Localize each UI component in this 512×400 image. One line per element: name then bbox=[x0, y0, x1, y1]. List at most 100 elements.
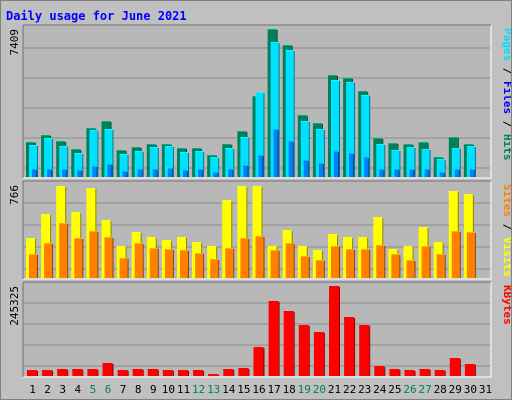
bar-sites-day-15-shadow bbox=[248, 239, 250, 278]
x-tick-label-day-26: 26 bbox=[403, 383, 416, 396]
bar-sites-day-13-shadow bbox=[218, 260, 220, 278]
bar-files-day-3-body bbox=[59, 146, 68, 177]
bar-kbytes-day-6-shadow bbox=[112, 364, 114, 376]
bar-sites-day-7-shadow bbox=[127, 259, 129, 278]
bar-files-day-12-highlight bbox=[195, 151, 204, 152]
bar-pages-day-14-shadow bbox=[232, 170, 234, 177]
bar-hits-day-23-highlight bbox=[358, 91, 368, 92]
bar-files-day-28-body bbox=[436, 159, 445, 177]
bar-kbytes-day-20-body bbox=[313, 332, 324, 376]
bar-pages-day-14-highlight bbox=[228, 169, 233, 170]
bar-sites-day-30-shadow bbox=[474, 233, 476, 278]
bar-kbytes-day-6-highlight bbox=[102, 363, 113, 364]
bar-visits-day-16 bbox=[252, 186, 263, 278]
bar-files-day-29-highlight bbox=[451, 148, 460, 149]
bar-sites-day-26-body bbox=[406, 260, 415, 278]
x-tick-label-day-23: 23 bbox=[358, 383, 371, 396]
bar-files-day-10-body bbox=[164, 146, 173, 177]
bar-kbytes-day-1-highlight bbox=[27, 370, 37, 371]
bar-pages-day-16-body bbox=[258, 155, 263, 177]
bar-pages-day-17-highlight bbox=[273, 129, 278, 130]
bar-hits-day-11-highlight bbox=[177, 148, 186, 149]
bar-sites-day-19-highlight bbox=[300, 256, 309, 257]
x-tick-label-day-12: 12 bbox=[192, 383, 205, 396]
axis-max-label-panel-1: 7409 bbox=[8, 29, 21, 56]
bar-kbytes-day-21-body bbox=[329, 286, 339, 376]
bar-kbytes-day-29-shadow bbox=[459, 359, 461, 376]
bar-sites-day-16-highlight bbox=[255, 236, 264, 237]
legend-item-sites: Sites bbox=[501, 184, 511, 217]
bar-sites-day-27-highlight bbox=[421, 246, 430, 247]
x-tick-label-day-1: 1 bbox=[29, 383, 36, 396]
bar-sites-day-21 bbox=[331, 246, 340, 278]
bar-pages-day-13-body bbox=[213, 172, 218, 177]
bar-kbytes-day-14-highlight bbox=[223, 369, 234, 370]
bar-kbytes-day-27-highlight bbox=[419, 369, 430, 370]
bar-kbytes-day-17 bbox=[268, 301, 280, 376]
bar-sites-day-12-shadow bbox=[203, 254, 205, 278]
bar-pages-day-16-highlight bbox=[258, 155, 263, 156]
x-tick-label-day-21: 21 bbox=[328, 383, 341, 396]
legend-separator: / bbox=[501, 114, 511, 134]
bar-kbytes-day-30 bbox=[464, 364, 476, 376]
bar-sites-day-20-shadow bbox=[323, 261, 325, 278]
bar-kbytes-day-8-highlight bbox=[132, 369, 143, 370]
bar-pages-day-1-shadow bbox=[36, 170, 37, 177]
bar-files-day-17-highlight bbox=[270, 42, 279, 43]
bar-files-day-9-shadow bbox=[157, 148, 159, 177]
bar-kbytes-day-28-shadow bbox=[444, 371, 446, 376]
legend-separator: / bbox=[501, 61, 511, 81]
bar-kbytes-day-7-highlight bbox=[117, 370, 128, 371]
bar-pages-day-13-highlight bbox=[213, 172, 218, 173]
bar-pages-day-5 bbox=[92, 166, 98, 177]
bar-kbytes-day-9 bbox=[147, 369, 159, 376]
bar-files-day-11 bbox=[180, 152, 189, 177]
bar-sites-day-23-shadow bbox=[369, 250, 371, 278]
bar-kbytes-day-26-highlight bbox=[404, 370, 415, 371]
bar-kbytes-day-10 bbox=[162, 370, 174, 376]
bar-pages-day-25-shadow bbox=[398, 170, 400, 177]
bar-files-day-23-highlight bbox=[361, 95, 370, 96]
bar-pages-day-19-body bbox=[303, 160, 308, 177]
bar-sites-day-29-body bbox=[451, 231, 460, 278]
bar-files-day-25-highlight bbox=[391, 150, 400, 151]
bar-sites-day-8 bbox=[134, 243, 144, 278]
bar-files-day-26-body bbox=[406, 147, 415, 177]
bar-sites-day-22-highlight bbox=[346, 249, 355, 250]
bar-pages-day-15-shadow bbox=[247, 166, 249, 177]
x-tick-label-day-11: 11 bbox=[177, 383, 190, 396]
bar-kbytes-day-29-body bbox=[449, 358, 460, 376]
bar-sites-day-28 bbox=[436, 254, 446, 278]
bar-files-day-22-highlight bbox=[346, 82, 355, 83]
bar-pages-day-12-shadow bbox=[202, 170, 204, 177]
bar-visits-day-16-shadow bbox=[261, 187, 263, 278]
bar-sites-day-8-highlight bbox=[134, 243, 143, 244]
bar-sites-day-8-body bbox=[134, 243, 143, 278]
bar-files-day-9-body bbox=[149, 147, 158, 177]
bar-files-day-10-shadow bbox=[172, 147, 174, 177]
bar-sites-day-18-highlight bbox=[285, 243, 294, 244]
bar-files-day-22-body bbox=[346, 82, 355, 177]
bar-kbytes-day-27-shadow bbox=[429, 370, 431, 376]
bar-sites-day-30 bbox=[466, 232, 476, 278]
bar-sites-day-6-body bbox=[104, 237, 113, 278]
bar-visits-day-30-highlight bbox=[463, 194, 473, 195]
bar-visits-day-9-highlight bbox=[146, 237, 156, 238]
bar-kbytes-day-17-highlight bbox=[268, 301, 279, 302]
bar-sites-day-5-body bbox=[89, 231, 98, 278]
bar-kbytes-day-27 bbox=[419, 369, 431, 376]
bar-files-day-16-body bbox=[255, 92, 264, 177]
bar-sites-day-23-highlight bbox=[361, 249, 370, 250]
bar-files-day-7-body bbox=[119, 154, 128, 177]
x-tick-label-day-14: 14 bbox=[222, 383, 236, 396]
bar-files-day-1 bbox=[29, 145, 38, 177]
bar-files-day-17-shadow bbox=[278, 43, 280, 177]
bar-kbytes-day-12-shadow bbox=[203, 371, 205, 376]
bar-files-day-20-highlight bbox=[315, 129, 324, 130]
bar-kbytes-day-16-shadow bbox=[263, 348, 265, 376]
bar-sites-day-19-shadow bbox=[308, 257, 310, 278]
bar-sites-day-25 bbox=[391, 254, 401, 278]
bar-pages-day-22-highlight bbox=[349, 153, 354, 154]
bar-files-day-18-body bbox=[285, 50, 294, 177]
bar-pages-day-24 bbox=[379, 169, 385, 177]
